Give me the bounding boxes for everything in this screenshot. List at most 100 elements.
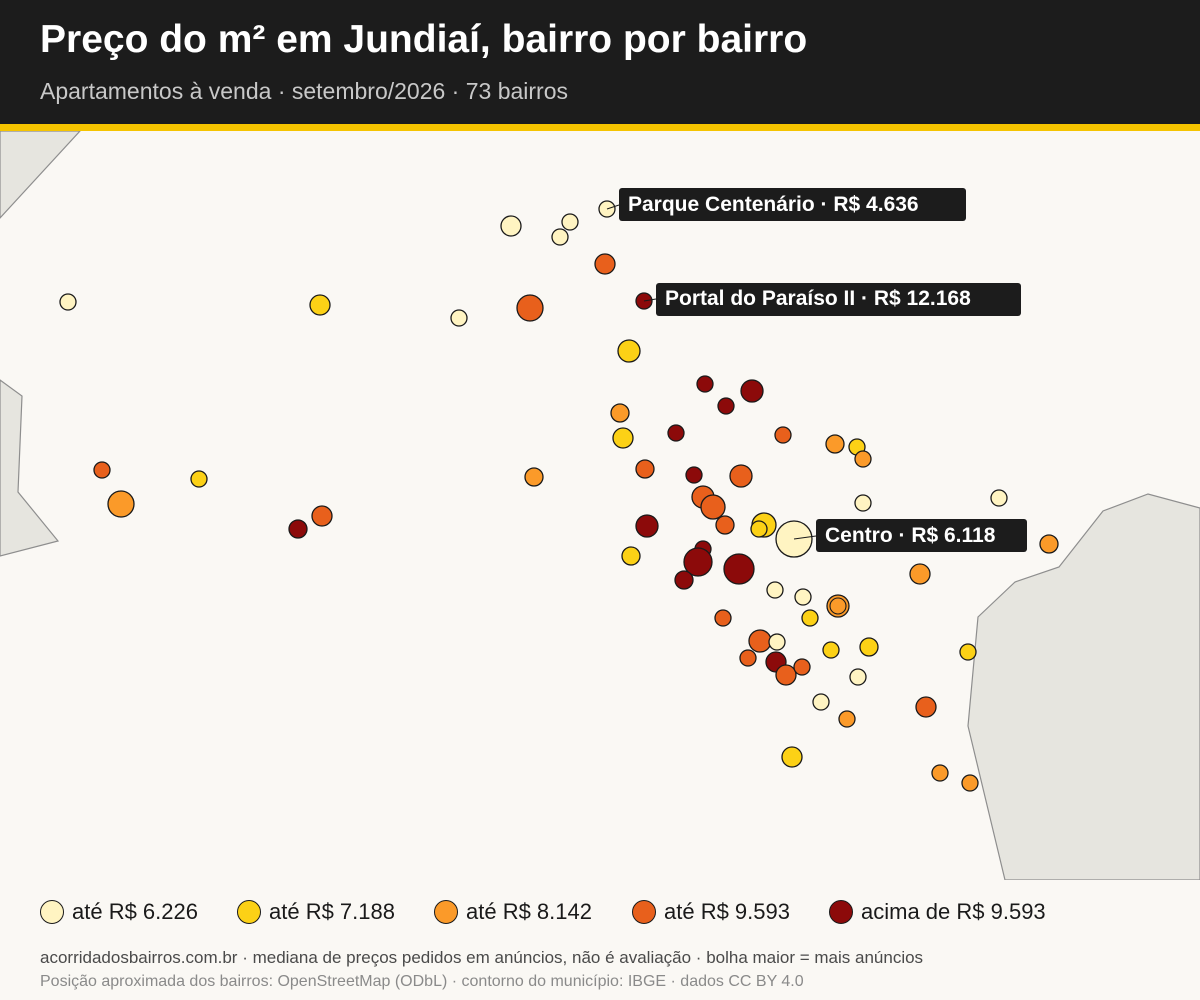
neighborhood-bubble: [685, 466, 703, 484]
legend-item-5: acima de R$ 9.593: [829, 896, 1046, 928]
callout-box: [816, 519, 1027, 552]
neighborhood-bubble: [551, 228, 569, 246]
neighborhood-bubble: [717, 397, 735, 415]
neighborhood-bubble: [931, 764, 949, 782]
neighborhood-bubble-ring: [829, 597, 847, 615]
callout-leader-line: [793, 535, 817, 540]
neighborhood-bubble: [696, 375, 714, 393]
neighborhood-bubble: [854, 494, 872, 512]
neighborhood-bubble: [714, 609, 732, 627]
neighborhood-bubble: [849, 668, 867, 686]
neighborhood-bubble: [859, 637, 879, 657]
neighborhood-bubble: [723, 553, 755, 585]
legend-swatch-4: [632, 900, 656, 924]
neighborhood-bubble: [854, 450, 872, 468]
neighborhood-bubble: [959, 643, 977, 661]
callout-leader-line: [606, 204, 620, 210]
legend-swatch-5: [829, 900, 853, 924]
legend-label-2: até R$ 7.188: [269, 899, 395, 924]
neighborhood-bubble: [635, 514, 659, 538]
callout-box: [619, 188, 966, 221]
neighbor-land-3: [967, 493, 1200, 880]
legend-label-1: até R$ 6.226: [72, 899, 198, 924]
neighborhood-bubble: [107, 490, 135, 518]
legend-item-3: até R$ 8.142: [434, 896, 592, 928]
bubble-map: Parque Centenário · R$ 4.636 Portal do Pa…: [0, 131, 1200, 880]
legend-label-4: até R$ 9.593: [664, 899, 790, 924]
neighborhood-bubble: [794, 588, 812, 606]
neighborhood-bubble: [961, 774, 979, 792]
neighborhood-bubble: [740, 379, 764, 403]
legend-item-2: até R$ 7.188: [237, 896, 395, 928]
neighborhood-bubble: [617, 339, 641, 363]
neighborhood-bubble: [812, 693, 830, 711]
neighborhood-bubble: [915, 696, 937, 718]
neighbor-territory: [0, 131, 1200, 880]
neighborhood-bubble: [739, 649, 757, 667]
neighborhood-bubble: [822, 641, 840, 659]
neighborhood-bubble: [838, 710, 856, 728]
callout-labels: Parque Centenário · R$ 4.636 Portal do Pa…: [606, 188, 1027, 552]
legend-label-5: acima de R$ 9.593: [861, 899, 1046, 924]
neighborhood-bubble: [768, 633, 786, 651]
neighbor-land-1: [0, 131, 81, 219]
legend: até R$ 6.226 até R$ 7.188 até R$ 8.142 a…: [40, 896, 1170, 932]
neighborhood-bubble: [450, 309, 468, 327]
legend-label-3: até R$ 8.142: [466, 899, 592, 924]
neighborhood-bubbles: [59, 200, 1059, 792]
callout-leader-line: [643, 298, 657, 302]
legend-swatch-2: [237, 900, 261, 924]
neighborhood-bubble: [775, 664, 797, 686]
neighborhood-bubble: [311, 505, 333, 527]
neighbor-land-2: [0, 379, 60, 557]
neighborhood-bubble: [825, 434, 845, 454]
neighborhood-bubble: [683, 547, 713, 577]
callout-label: Portal do Paraíso II · R$ 12.168: [665, 287, 971, 310]
neighborhood-bubble: [667, 424, 685, 442]
callout-2: Portal do Paraíso II · R$ 12.168: [643, 283, 1021, 316]
page-subtitle: Apartamentos à venda · setembro/2026 · 7…: [40, 78, 569, 104]
callout-1: Parque Centenário · R$ 4.636: [606, 188, 966, 221]
neighborhood-bubble: [1039, 534, 1059, 554]
callout-3: Centro · R$ 6.118: [793, 519, 1027, 552]
neighborhood-bubble: [612, 427, 634, 449]
neighborhood-bubble: [524, 467, 544, 487]
legend-swatch-1: [40, 900, 64, 924]
neighborhood-bubble: [621, 546, 641, 566]
neighborhood-bubble: [781, 746, 803, 768]
neighborhood-bubble: [729, 464, 753, 488]
neighborhood-bubble: [610, 403, 630, 423]
header-bar: Preço do m² em Jundiaí, bairro por bairr…: [0, 0, 1200, 124]
legend-item-1: até R$ 6.226: [40, 896, 198, 928]
neighborhood-bubble: [561, 213, 579, 231]
footer-source-note: acorridadosbairros.com.br · mediana de p…: [40, 948, 924, 967]
legend-item-4: até R$ 9.593: [632, 896, 790, 928]
neighborhood-bubble: [288, 519, 308, 539]
callout-label: Parque Centenário · R$ 4.636: [628, 193, 919, 216]
neighborhood-bubble: [774, 426, 792, 444]
neighborhood-bubble: [801, 609, 819, 627]
neighborhood-bubble: [500, 215, 522, 237]
neighborhood-bubble: [674, 570, 694, 590]
neighborhood-bubble: [59, 293, 77, 311]
neighborhood-bubble: [635, 459, 655, 479]
neighborhood-bubble: [516, 294, 544, 322]
footer-attribution: Posição aproximada dos bairros: OpenStre…: [40, 973, 804, 990]
neighborhood-bubble: [190, 470, 208, 488]
page-title: Preço do m² em Jundiaí, bairro por bairr…: [40, 18, 808, 61]
legend-swatch-3: [434, 900, 458, 924]
callout-label: Centro · R$ 6.118: [825, 524, 996, 547]
neighborhood-bubble: [715, 515, 735, 535]
neighborhood-bubble: [766, 581, 784, 599]
callout-box: [656, 283, 1021, 316]
neighborhood-bubble: [750, 520, 768, 538]
neighborhood-bubble: [93, 461, 111, 479]
neighborhood-bubble: [990, 489, 1008, 507]
accent-bar: [0, 124, 1200, 131]
neighborhood-bubble: [793, 658, 811, 676]
neighborhood-bubble: [748, 629, 772, 653]
neighborhood-bubble: [909, 563, 931, 585]
neighborhood-bubble: [594, 253, 616, 275]
neighborhood-bubble: [700, 494, 726, 520]
neighborhood-bubble: [309, 294, 331, 316]
